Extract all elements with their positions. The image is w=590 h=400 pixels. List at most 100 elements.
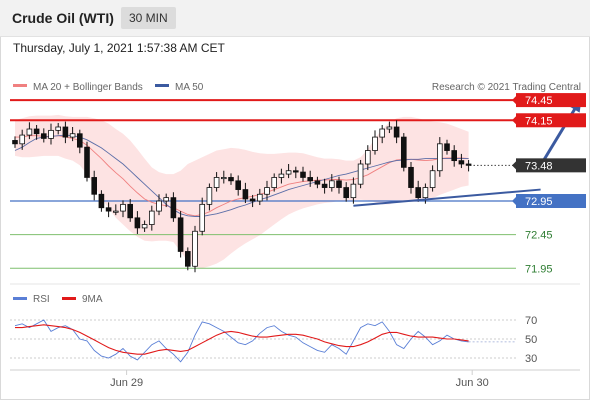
candles xyxy=(12,120,472,273)
candle xyxy=(156,194,162,216)
candle-body xyxy=(307,177,313,182)
candle-body xyxy=(249,198,256,202)
candle xyxy=(220,170,227,184)
level-pointer-73.48 xyxy=(512,160,517,171)
level-label-74.15: 74.15 xyxy=(525,115,553,127)
candle xyxy=(408,161,414,194)
candle-body xyxy=(33,128,40,135)
candle xyxy=(256,188,263,206)
interval-badge[interactable]: 30 MIN xyxy=(121,7,176,29)
candle xyxy=(41,128,47,143)
candle-body xyxy=(357,163,364,185)
candle xyxy=(163,193,170,208)
candle-body xyxy=(156,200,162,212)
candle-body xyxy=(148,210,155,225)
level-label-72.45: 72.45 xyxy=(525,230,553,242)
candle-body xyxy=(69,133,76,138)
candle xyxy=(436,137,443,177)
candle xyxy=(192,225,198,273)
candle-body xyxy=(278,173,285,178)
rsi-tick-50: 50 xyxy=(525,334,537,346)
candle-body xyxy=(386,126,393,130)
candle-body xyxy=(314,180,321,185)
candle-body xyxy=(465,163,472,166)
rsi-legend-label: RSI xyxy=(33,294,50,305)
candle xyxy=(120,200,126,218)
candle xyxy=(292,166,299,179)
candle xyxy=(55,122,61,135)
candle-body xyxy=(184,251,191,267)
level-pointer-72.95 xyxy=(512,196,517,206)
candle xyxy=(451,145,457,167)
candle xyxy=(285,164,292,179)
rsi-tick-70: 70 xyxy=(525,315,537,327)
candle xyxy=(228,173,234,185)
candle-body xyxy=(91,177,98,195)
candle xyxy=(364,145,371,171)
candle-body xyxy=(26,128,33,136)
candle xyxy=(249,194,256,208)
level-box-72.95 xyxy=(516,194,586,208)
candle-body xyxy=(19,134,25,145)
candle-body xyxy=(199,203,206,232)
candle-body xyxy=(451,150,457,162)
candle xyxy=(105,202,112,218)
candle xyxy=(48,123,54,145)
candle-body xyxy=(12,140,18,145)
bollinger-band-area xyxy=(15,114,469,269)
level-label-73.48: 73.48 xyxy=(525,160,553,172)
credit-text: Research © 2021 Trading Central xyxy=(432,82,581,93)
candle xyxy=(429,165,436,192)
candle-body xyxy=(48,129,54,139)
candle-body xyxy=(393,126,400,138)
candle xyxy=(415,180,421,202)
candle-body xyxy=(350,183,357,199)
candle-body xyxy=(343,187,349,199)
candle-body xyxy=(127,203,134,219)
candle-body xyxy=(98,193,105,209)
candle-body xyxy=(206,187,213,205)
support-trendline xyxy=(353,188,541,207)
price-level-labels: 74.45 74.15 73.48 72.95 72.45 71.95 xyxy=(512,93,586,275)
candle xyxy=(235,175,242,196)
level-box-74.15 xyxy=(516,113,586,128)
candle xyxy=(314,176,321,189)
candle xyxy=(98,190,105,212)
ma20-legend-swatch xyxy=(13,84,27,87)
candle xyxy=(12,136,18,148)
candle xyxy=(148,205,155,231)
candle-body xyxy=(321,183,328,188)
candle xyxy=(350,177,357,204)
candle xyxy=(213,172,220,192)
level-pointer-74.15 xyxy=(512,115,517,126)
x-tick-label: Jun 29 xyxy=(110,377,143,389)
candle xyxy=(386,121,393,134)
candle xyxy=(357,159,364,189)
candle-body xyxy=(408,166,414,188)
timestamp: Thursday, July 1, 2021 1:57:38 AM CET xyxy=(13,41,225,55)
candle-body xyxy=(444,143,450,151)
candle-body xyxy=(192,230,198,267)
candle-body xyxy=(256,193,263,202)
candle-body xyxy=(177,217,184,252)
candle xyxy=(26,122,33,140)
candle-body xyxy=(84,146,90,178)
bollinger-bands xyxy=(15,114,469,269)
level-label-72.95: 72.95 xyxy=(525,196,553,208)
candle xyxy=(242,182,249,204)
candle xyxy=(77,129,83,154)
price-levels xyxy=(10,99,516,269)
candle-body xyxy=(163,197,170,202)
candle xyxy=(343,182,349,202)
candle xyxy=(134,211,141,234)
candle-body xyxy=(379,128,385,138)
candle-body xyxy=(113,210,119,213)
candle-body xyxy=(271,177,277,188)
ma9-legend-swatch xyxy=(62,297,76,300)
instrument-title: Crude Oil (WTI) xyxy=(12,10,114,26)
candle xyxy=(271,173,277,192)
candle-body xyxy=(300,171,306,178)
candle-body xyxy=(429,170,436,188)
candle xyxy=(307,170,313,187)
